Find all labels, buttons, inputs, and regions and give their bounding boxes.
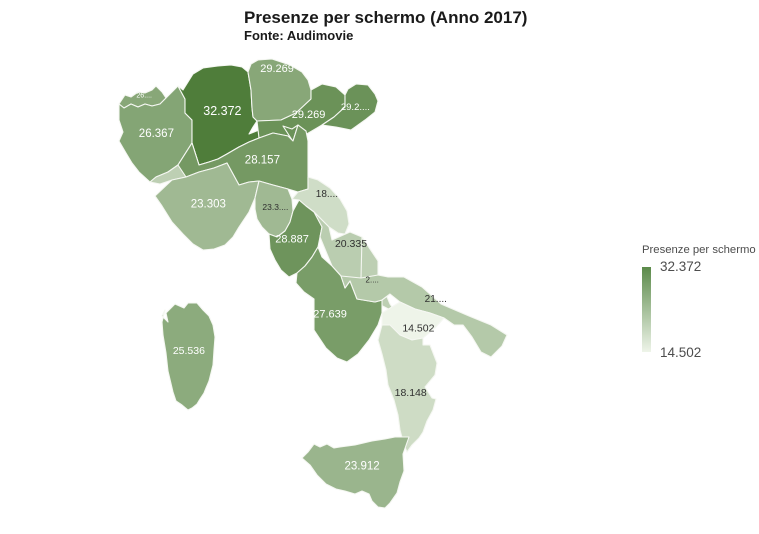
svg-text:28.887: 28.887: [275, 234, 309, 246]
svg-text:27.639: 27.639: [313, 308, 347, 320]
svg-text:29.2....: 29.2....: [341, 102, 370, 113]
svg-text:26.367: 26.367: [139, 128, 174, 140]
svg-text:29.269: 29.269: [292, 109, 326, 121]
svg-text:32.372: 32.372: [203, 104, 241, 118]
svg-text:18....: 18....: [316, 189, 338, 200]
svg-text:18.148: 18.148: [395, 387, 427, 399]
svg-text:26....: 26....: [136, 93, 152, 100]
svg-text:21....: 21....: [425, 294, 447, 305]
svg-text:2....: 2....: [366, 275, 379, 284]
svg-text:23.3....: 23.3....: [262, 202, 288, 212]
svg-text:29.269: 29.269: [260, 63, 294, 75]
svg-text:14.502: 14.502: [402, 322, 434, 334]
svg-text:23.303: 23.303: [191, 199, 226, 211]
svg-text:25.536: 25.536: [173, 345, 205, 357]
svg-text:23.912: 23.912: [345, 461, 380, 473]
svg-text:20.335: 20.335: [335, 238, 367, 250]
svg-text:28.157: 28.157: [245, 155, 280, 167]
